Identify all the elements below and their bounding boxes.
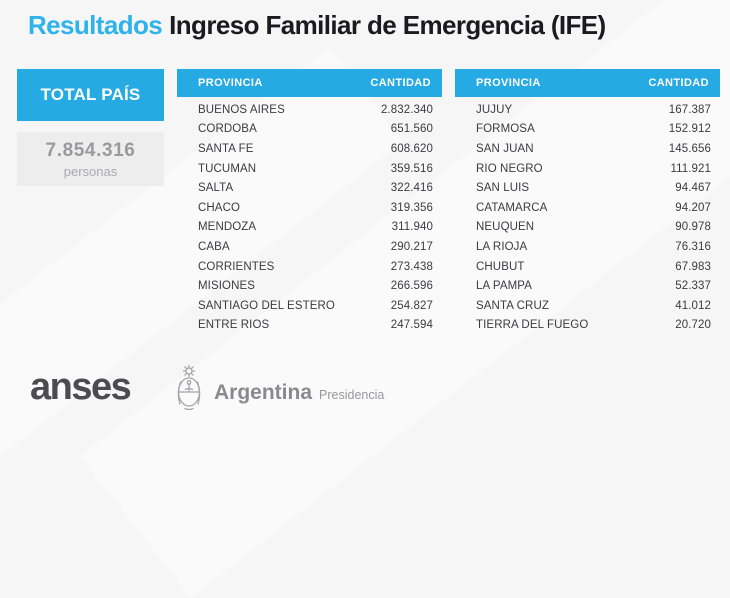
quantity-cell: 273.438: [390, 260, 433, 273]
table-row: RIO NEGRO 111.921: [455, 159, 720, 179]
province-cell: SALTA: [198, 182, 234, 195]
province-cell: MISIONES: [198, 280, 256, 293]
table-row: CORRIENTES 273.438: [177, 257, 442, 277]
table-row: MENDOZA 311.940: [177, 218, 442, 238]
table-row: MISIONES 266.596: [177, 276, 442, 296]
province-cell: FORMOSA: [476, 123, 535, 136]
column-header-quantity: CANTIDAD: [648, 77, 709, 89]
quantity-cell: 90.978: [675, 221, 711, 234]
table-body: BUENOS AIRES 2.832.340 CORDOBA 651.560 SANTA…: [177, 97, 442, 335]
table-row: LA PAMPA 52.337: [455, 276, 720, 296]
table-row: SAN JUAN 145.656: [455, 139, 720, 159]
quantity-cell: 94.467: [675, 182, 711, 195]
table-row: SANTA FE 608.620: [177, 139, 442, 159]
quantity-cell: 651.560: [390, 123, 433, 136]
column-header-quantity: CANTIDAD: [370, 77, 431, 89]
province-cell: SAN JUAN: [476, 142, 534, 155]
quantity-cell: 41.012: [675, 299, 711, 312]
quantity-cell: 319.356: [390, 201, 433, 214]
total-country-value-box: 7.854.316 personas: [17, 132, 164, 186]
right-province-table: PROVINCIA CANTIDAD JUJUY 167.387 FORMOSA 15…: [455, 69, 720, 335]
province-cell: LA PAMPA: [476, 280, 532, 293]
province-cell: SAN LUIS: [476, 182, 530, 195]
column-header-province: PROVINCIA: [198, 77, 263, 89]
quantity-cell: 608.620: [390, 142, 433, 155]
province-cell: TUCUMAN: [198, 162, 257, 175]
table-row: CATAMARCA 94.207: [455, 198, 720, 218]
table-row: TUCUMAN 359.516: [177, 159, 442, 179]
table-row: ENTRE RIOS 247.594: [177, 316, 442, 336]
quantity-cell: 76.316: [675, 240, 711, 253]
quantity-cell: 359.516: [390, 162, 433, 175]
left-province-table: PROVINCIA CANTIDAD BUENOS AIRES 2.832.340…: [177, 69, 442, 335]
province-cell: CABA: [198, 240, 230, 253]
title-highlight: Resultados: [28, 10, 163, 40]
total-country-unit: personas: [63, 163, 118, 179]
table-row: CABA 290.217: [177, 237, 442, 257]
province-cell: CATAMARCA: [476, 201, 548, 214]
quantity-cell: 247.594: [390, 319, 433, 332]
province-cell: CORRIENTES: [198, 260, 275, 273]
total-country-label: TOTAL PAÍS: [17, 69, 164, 121]
province-cell: NEUQUEN: [476, 221, 535, 234]
argentina-coat-of-arms-icon: [177, 364, 201, 411]
province-cell: JUJUY: [476, 103, 513, 116]
table-body: JUJUY 167.387 FORMOSA 152.912 SAN JUAN 145.65…: [455, 97, 720, 335]
table-header: PROVINCIA CANTIDAD: [177, 69, 442, 97]
quantity-cell: 145.656: [668, 142, 711, 155]
table-row: SALTA 322.416: [177, 178, 442, 198]
quantity-cell: 311.940: [391, 221, 433, 234]
province-cell: MENDOZA: [198, 221, 257, 234]
table-row: FORMOSA 152.912: [455, 120, 720, 140]
province-cell: RIO NEGRO: [476, 162, 543, 175]
quantity-cell: 290.217: [390, 240, 433, 253]
total-country-value: 7.854.316: [45, 139, 136, 161]
argentina-presidencia-logo: Argentina Presidencia: [214, 381, 384, 405]
table-row: NEUQUEN 90.978: [455, 218, 720, 238]
quantity-cell: 67.983: [675, 260, 711, 273]
province-cell: CORDOBA: [198, 123, 257, 136]
province-cell: SANTA CRUZ: [476, 299, 549, 312]
quantity-cell: 152.912: [668, 123, 711, 136]
quantity-cell: 94.207: [675, 201, 711, 214]
table-row: SANTA CRUZ 41.012: [455, 296, 720, 316]
province-cell: SANTIAGO DEL ESTERO: [198, 299, 335, 312]
province-cell: CHACO: [198, 201, 241, 214]
province-cell: BUENOS AIRES: [198, 103, 285, 116]
page-title: Resultados Ingreso Familiar de Emergencia…: [28, 10, 606, 41]
column-header-province: PROVINCIA: [476, 77, 541, 89]
quantity-cell: 322.416: [390, 182, 433, 195]
table-row: SANTIAGO DEL ESTERO 254.827: [177, 296, 442, 316]
quantity-cell: 254.827: [390, 299, 433, 312]
quantity-cell: 2.832.340: [380, 103, 433, 116]
anses-logo: anses: [30, 366, 132, 408]
table-header: PROVINCIA CANTIDAD: [455, 69, 720, 97]
province-cell: ENTRE RIOS: [198, 319, 270, 332]
title-rest: Ingreso Familiar de Emergencia (IFE): [169, 10, 606, 40]
quantity-cell: 167.387: [668, 103, 711, 116]
total-country-summary: TOTAL PAÍS 7.854.316 personas: [17, 69, 164, 186]
quantity-cell: 20.720: [675, 319, 711, 332]
table-row: LA RIOJA 76.316: [455, 237, 720, 257]
quantity-cell: 266.596: [390, 280, 433, 293]
table-row: JUJUY 167.387: [455, 100, 720, 120]
province-cell: CHUBUT: [476, 260, 525, 273]
quantity-cell: 52.337: [675, 280, 711, 293]
province-cell: LA RIOJA: [476, 240, 528, 253]
table-row: CHUBUT 67.983: [455, 257, 720, 277]
table-row: TIERRA DEL FUEGO 20.720: [455, 316, 720, 336]
table-row: CORDOBA 651.560: [177, 120, 442, 140]
table-row: SAN LUIS 94.467: [455, 178, 720, 198]
argentina-wordmark: Argentina: [214, 381, 313, 404]
table-row: BUENOS AIRES 2.832.340: [177, 100, 442, 120]
quantity-cell: 111.921: [670, 162, 711, 175]
table-row: CHACO 319.356: [177, 198, 442, 218]
province-cell: TIERRA DEL FUEGO: [476, 319, 589, 332]
province-cell: SANTA FE: [198, 142, 254, 155]
presidencia-wordmark: Presidencia: [319, 388, 385, 402]
